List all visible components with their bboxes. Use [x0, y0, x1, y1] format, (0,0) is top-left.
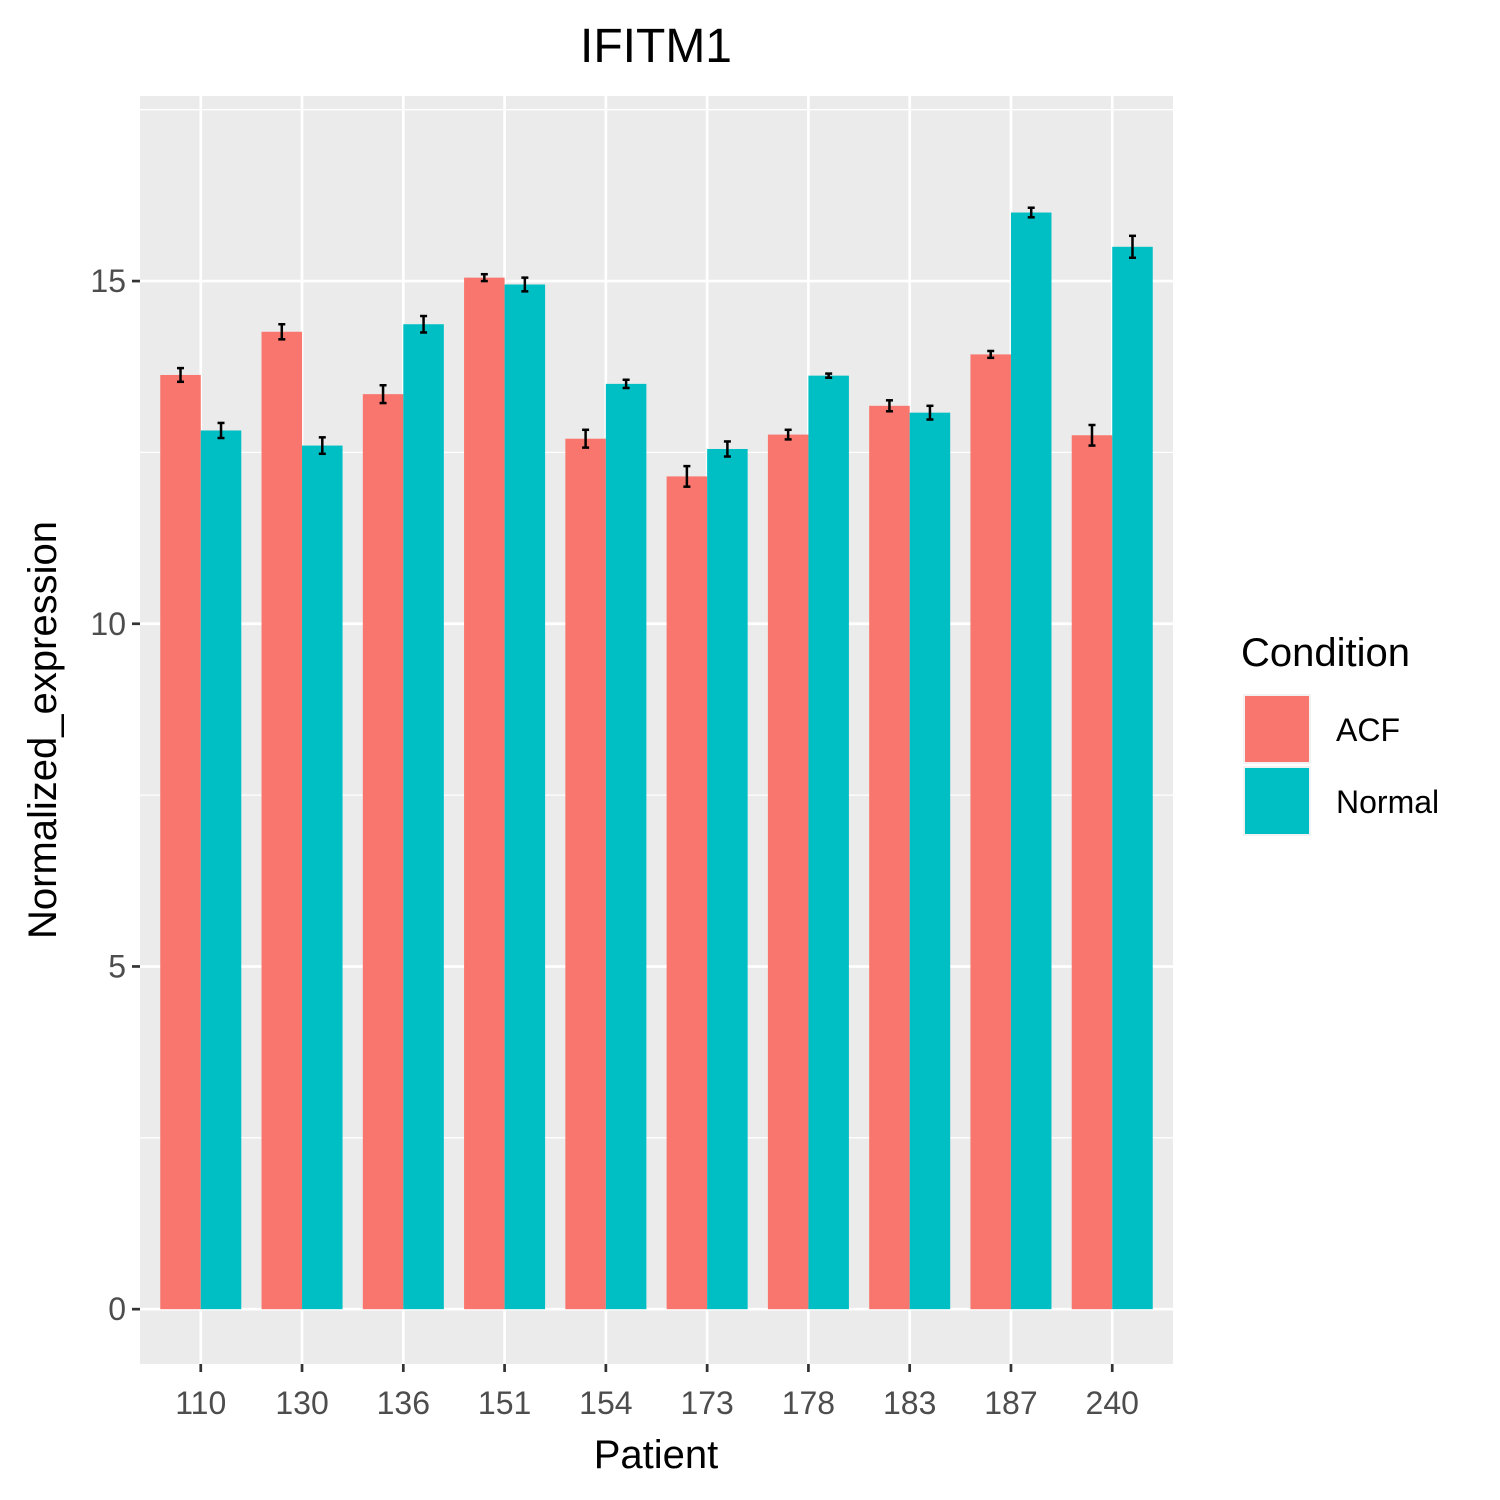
chart-title: IFITM1 [580, 20, 732, 73]
bar-acf [767, 434, 809, 1310]
x-tick-label: 154 [579, 1385, 632, 1421]
y-tick-label: 0 [108, 1291, 126, 1327]
y-tick-label: 15 [90, 263, 126, 299]
x-tick-label: 187 [984, 1385, 1037, 1421]
x-tick-label: 136 [377, 1385, 430, 1421]
bar-acf [261, 331, 303, 1310]
bar-acf [565, 438, 606, 1310]
x-tick-label: 151 [478, 1385, 531, 1421]
legend-items: ACF Normal [1243, 694, 1439, 836]
y-tick-label: 10 [90, 606, 126, 642]
error-bar [379, 383, 387, 405]
error-bar [885, 399, 893, 413]
error-bar [1128, 234, 1136, 260]
legend-key-normal [1245, 768, 1309, 834]
error-bar [683, 464, 691, 488]
legend-label: Normal [1336, 784, 1439, 820]
y-axis-title: Normalized_expression [21, 521, 65, 939]
bar-acf [970, 354, 1011, 1310]
bar-normal [403, 324, 444, 1310]
bar-normal [200, 430, 242, 1310]
legend-key-acf [1245, 696, 1309, 762]
x-tick-label: 240 [1086, 1385, 1139, 1421]
error-bar [278, 322, 286, 341]
bar-acf [362, 394, 404, 1310]
error-bar [1088, 423, 1096, 447]
error-bars [177, 206, 1136, 488]
bar-normal [808, 375, 849, 1310]
error-bar [987, 349, 995, 360]
legend: Condition ACF Normal [1241, 631, 1439, 836]
legend-label: ACF [1336, 712, 1400, 748]
error-bar [825, 372, 833, 379]
error-bar [217, 421, 225, 440]
bar-acf [160, 374, 201, 1310]
bar-acf [1071, 435, 1113, 1310]
legend-title: Condition [1241, 631, 1410, 675]
bars [160, 212, 1153, 1310]
error-bar [1027, 206, 1035, 219]
bar-normal [1010, 212, 1052, 1310]
error-bar [582, 428, 590, 449]
x-axis-title: Patient [594, 1433, 719, 1477]
bar-normal [909, 412, 951, 1310]
bar-normal [1112, 246, 1153, 1310]
bar-normal [605, 383, 647, 1310]
bar-acf [869, 405, 910, 1310]
error-bar [521, 276, 529, 293]
y-tick-label: 5 [108, 948, 126, 984]
error-bar [480, 272, 488, 283]
error-bar [420, 314, 428, 334]
error-bar [622, 378, 630, 390]
error-bar [318, 436, 326, 456]
y-axis: 0 5 10 15 [90, 263, 140, 1327]
x-tick-label: 183 [883, 1385, 936, 1421]
error-bar [926, 404, 934, 421]
x-tick-label: 130 [275, 1385, 328, 1421]
x-axis: 110 130 136 151 154 173 178 183 187 240 [175, 1364, 1139, 1421]
x-tick-label: 178 [782, 1385, 835, 1421]
bar-acf [464, 277, 505, 1310]
error-bar [177, 366, 185, 384]
error-bar [723, 440, 731, 458]
x-tick-label: 173 [680, 1385, 733, 1421]
x-tick-label: 110 [175, 1385, 226, 1421]
bar-normal [302, 445, 343, 1310]
bar-acf [666, 476, 708, 1310]
error-bar [784, 428, 792, 441]
bar-normal [707, 448, 748, 1310]
bar-normal [504, 284, 546, 1310]
